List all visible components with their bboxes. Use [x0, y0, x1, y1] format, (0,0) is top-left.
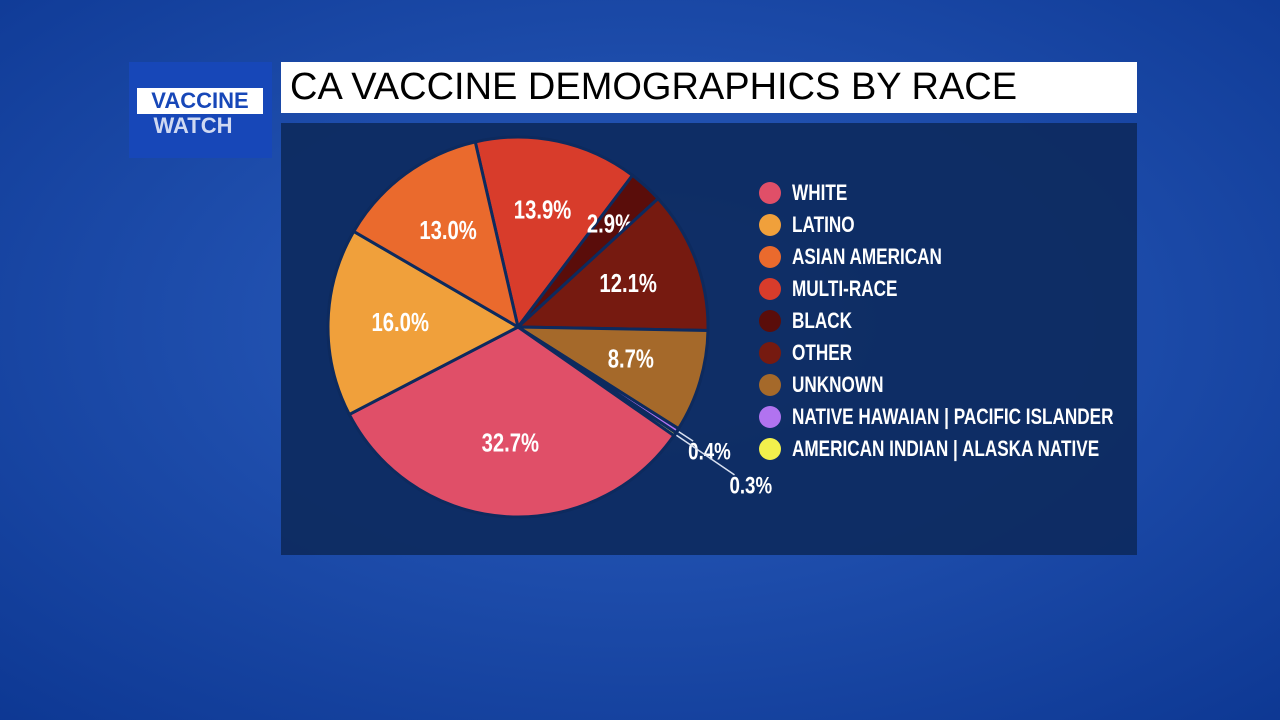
legend-swatch: [759, 438, 781, 460]
legend-swatch: [759, 278, 781, 300]
legend-label: ASIAN AMERICAN: [792, 245, 942, 270]
slice-label: 32.7%: [482, 428, 540, 457]
legend-label: AMERICAN INDIAN | ALASKA NATIVE: [792, 437, 1099, 462]
legend-swatch: [759, 374, 781, 396]
legend-label: LATINO: [792, 213, 855, 238]
legend-swatch: [759, 406, 781, 428]
logo-band: [137, 88, 263, 114]
slice-label: 16.0%: [372, 308, 430, 337]
leader-line: [678, 431, 694, 442]
legend-label: NATIVE HAWAIAN | PACIFIC ISLANDER: [792, 405, 1113, 430]
legend-label: UNKNOWN: [792, 373, 883, 398]
pie-slice: [473, 135, 635, 331]
pie-slice: [326, 229, 522, 417]
legend-swatch: [759, 342, 781, 364]
slice-label: 8.7%: [608, 344, 654, 373]
logo-line1: VACCINE: [151, 88, 248, 113]
legend-swatch: [759, 182, 781, 204]
legend-label: WHITE: [792, 181, 847, 206]
legend-swatch: [759, 246, 781, 268]
slice-label: 13.9%: [514, 195, 572, 224]
pie-slice: [512, 325, 710, 431]
legend-label: MULTI-RACE: [792, 277, 897, 302]
legend-swatch: [759, 214, 781, 236]
legend-label: OTHER: [792, 341, 852, 366]
leader-line: [676, 434, 735, 476]
slice-label: 0.4%: [688, 438, 731, 465]
legend-swatch: [759, 310, 781, 332]
slice-label: 12.1%: [599, 269, 657, 298]
pie-slice: [351, 140, 521, 331]
legend-label: BLACK: [792, 309, 853, 334]
title-bar: [281, 62, 1137, 113]
slice-label: 0.3%: [729, 472, 772, 499]
pie-slice: [347, 325, 676, 519]
slice-label: 13.0%: [419, 216, 477, 245]
pie-slice: [514, 196, 710, 332]
chart-title: CA VACCINE DEMOGRAPHICS BY RACE: [290, 66, 1017, 108]
logo-line2: WATCH: [153, 113, 232, 138]
